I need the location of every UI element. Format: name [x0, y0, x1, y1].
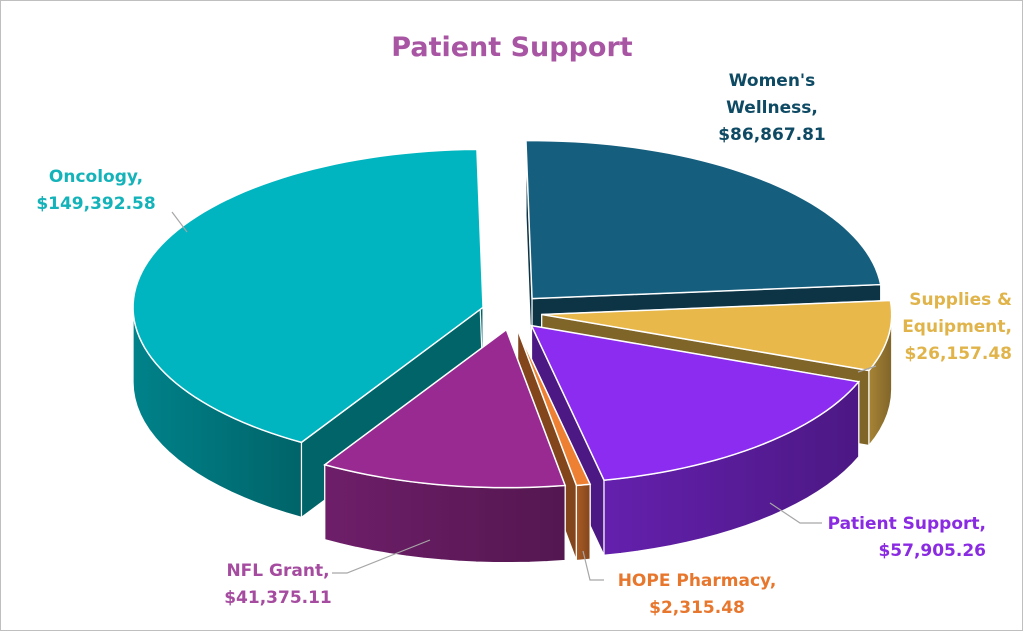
data-label-line: $26,157.48 — [904, 344, 1012, 364]
slice-top-women-s-wellness[interactable] — [525, 139, 882, 300]
slice-nfl-grant[interactable] — [323, 328, 567, 564]
data-label-line: Patient Support, — [828, 514, 986, 534]
slice-top-patient-support[interactable] — [530, 324, 861, 482]
chart-title: Patient Support — [391, 32, 632, 63]
data-label-line: Women's — [729, 71, 816, 91]
leader-line — [171, 211, 188, 233]
label-patient-support: Patient Support, $57,905.26 — [769, 502, 986, 561]
data-label-line: $149,392.58 — [36, 194, 155, 214]
label-supplies-equipment: Supplies & Equipment, $26,157.48 — [857, 290, 1012, 373]
leader-line — [332, 539, 431, 574]
data-label-line: NFL Grant, — [226, 561, 329, 581]
labels-layer: Women's Wellness, $86,867.81 Supplies & Equi… — [36, 71, 1012, 618]
data-label-line: HOPE Pharmacy, — [618, 571, 777, 591]
data-label-line: Wellness, — [726, 98, 818, 118]
data-label-line: $86,867.81 — [718, 125, 826, 145]
data-label-line: $57,905.26 — [878, 541, 986, 561]
leader-line — [857, 365, 877, 373]
leader-line — [769, 502, 822, 524]
label-oncology: Oncology, $149,392.58 — [36, 167, 188, 233]
label-women-s-wellness: Women's Wellness, $86,867.81 — [718, 71, 826, 145]
data-label-line: $41,375.11 — [224, 588, 332, 608]
slice-top-hope-pharmacy[interactable] — [516, 329, 592, 487]
slice-top-nfl-grant[interactable] — [323, 328, 567, 489]
slice-top-supplies-equipment[interactable] — [541, 299, 893, 372]
label-hope-pharmacy: HOPE Pharmacy, $2,315.48 — [582, 550, 777, 618]
data-label-line: Supplies & — [909, 290, 1012, 310]
slices-layer — [132, 139, 893, 564]
leader-line — [582, 550, 604, 581]
data-label-line: $2,315.48 — [649, 598, 745, 618]
data-label-line: Equipment, — [902, 317, 1012, 337]
slice-top-oncology[interactable] — [132, 148, 484, 444]
label-nfl-grant: NFL Grant, $41,375.11 — [224, 539, 431, 608]
slice-outer-wall — [575, 483, 591, 562]
data-label-line: Oncology, — [49, 167, 143, 187]
